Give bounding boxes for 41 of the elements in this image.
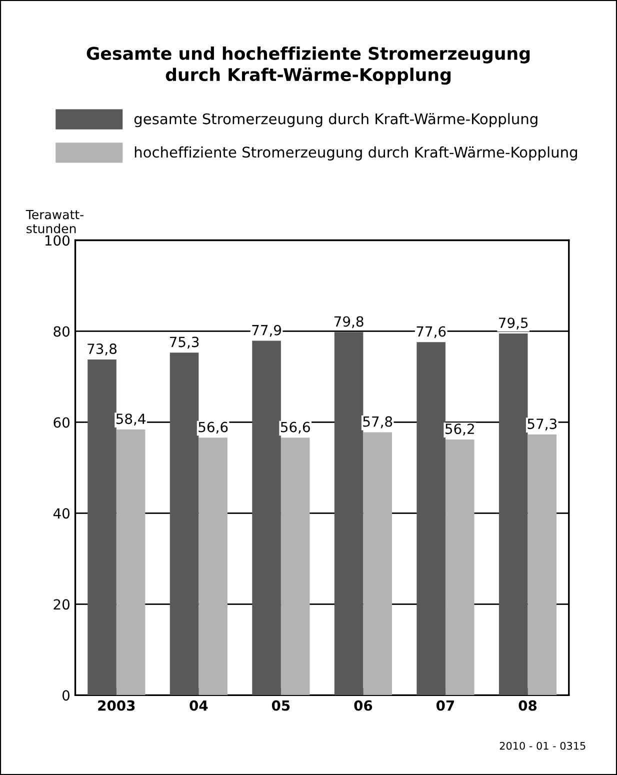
bar bbox=[363, 432, 392, 696]
legend-label: gesamte Stromerzeugung durch Kraft-Wärme-Kopplung bbox=[134, 113, 538, 128]
y-tick-label: 20 bbox=[54, 599, 70, 610]
bar bbox=[252, 340, 281, 696]
chart-title: Gesamte und hocheffiziente Stromerzeugung durch Kraft-Wärme-Kopplung bbox=[86, 46, 530, 85]
bar bbox=[280, 438, 310, 696]
bar bbox=[170, 352, 199, 696]
bar bbox=[528, 434, 557, 696]
bar bbox=[88, 359, 116, 696]
y-tick-label: 100 bbox=[45, 235, 70, 246]
bar bbox=[498, 334, 528, 696]
data-label: 57,8 bbox=[363, 416, 392, 428]
bar bbox=[198, 438, 228, 696]
bar bbox=[116, 430, 146, 696]
y-tick-label: 80 bbox=[54, 326, 70, 337]
x-tick-label: 04 bbox=[190, 700, 208, 711]
data-label: 56,2 bbox=[445, 424, 474, 436]
bar bbox=[334, 332, 364, 696]
x-tick-label: 06 bbox=[354, 700, 372, 711]
data-label: 73,8 bbox=[88, 344, 117, 356]
y-tick-label: 60 bbox=[54, 417, 70, 428]
data-label: 57,3 bbox=[528, 418, 556, 430]
data-label: 56,6 bbox=[280, 422, 310, 434]
data-label: 56,6 bbox=[198, 422, 228, 434]
data-label: 79,8 bbox=[334, 316, 364, 328]
bar bbox=[416, 342, 446, 696]
x-tick-label: 08 bbox=[518, 700, 537, 711]
data-label: 75,3 bbox=[170, 336, 199, 349]
x-tick-label: 05 bbox=[272, 700, 290, 711]
y-tick-label: 0 bbox=[62, 690, 70, 701]
bar bbox=[445, 440, 474, 696]
data-label: 77,9 bbox=[252, 324, 282, 337]
data-label: 58,4 bbox=[116, 414, 146, 426]
data-label: 77,6 bbox=[416, 326, 446, 338]
data-label: 79,5 bbox=[499, 318, 528, 330]
y-axis-title: Terawatt- stunden bbox=[26, 210, 84, 234]
x-tick-label: 07 bbox=[436, 700, 454, 711]
text: 2010 - 01 - 0315 bbox=[500, 742, 586, 750]
x-tick-label: 2003 bbox=[98, 700, 135, 711]
legend-label: hocheffiziente Stromerzeugung durch Kraft-Wärme-Kopplung bbox=[134, 146, 577, 160]
y-tick-label: 40 bbox=[53, 508, 70, 519]
